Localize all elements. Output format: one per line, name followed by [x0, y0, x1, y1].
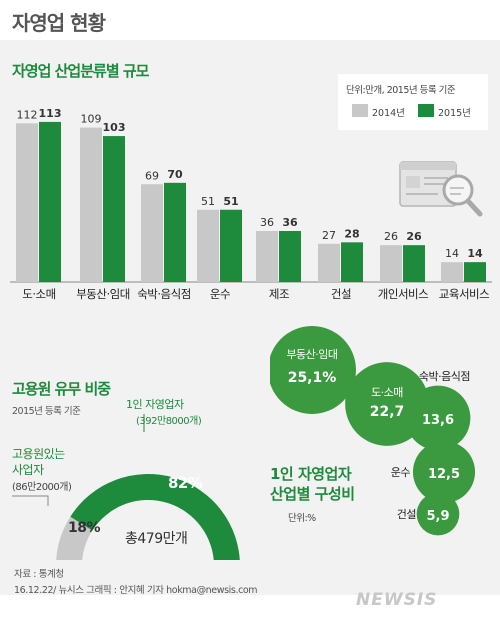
main-title: 자영업 현황 — [12, 11, 106, 35]
bar-value-label: 70 — [167, 168, 183, 181]
bar-value-label: 27 — [322, 229, 336, 242]
bar-value-label: 113 — [39, 107, 62, 120]
bar-2014 — [197, 209, 219, 282]
category-label: 도·소매 — [22, 287, 55, 301]
bar-value-label: 28 — [344, 227, 359, 240]
bar-chart-title: 자영업 산업분류별 규모 — [12, 62, 149, 80]
with-employee-label: 고용원있는 — [12, 447, 65, 461]
document-magnifier-icon — [399, 161, 483, 217]
bar-value-label: 103 — [103, 121, 126, 134]
bar-value-label: 112 — [17, 108, 38, 121]
bubble-value-label: 13,6 — [422, 413, 454, 428]
bar-value-label: 51 — [223, 195, 238, 208]
bubble-category-label: 건설 — [397, 508, 417, 521]
employment-title: 고용원 유무 비중 — [12, 380, 111, 398]
with-employee-count: (86만2000개) — [12, 482, 72, 493]
credit: 16.12.22/ 뉴시스 그래픽 : 안지혜 기자 hokma@newsis.… — [14, 585, 258, 596]
bar-2014 — [256, 231, 278, 282]
bubble-category-label: 숙박·음식점 — [419, 370, 470, 383]
bubble-value-label: 22,7 — [370, 404, 405, 420]
legend-swatch-2015 — [418, 104, 434, 117]
bar-value-label: 109 — [81, 113, 102, 126]
bubble — [412, 440, 476, 504]
bubble-title: 1인 자영업자 — [270, 465, 352, 483]
category-label: 개인서비스 — [378, 287, 428, 301]
legend-swatch-2014 — [352, 104, 368, 117]
donut-chart — [12, 414, 240, 560]
bar-2015 — [220, 209, 242, 282]
legend-label-2014: 2014년 — [372, 108, 405, 119]
donut-segment-no-employee — [70, 474, 240, 560]
bar-2015 — [279, 231, 301, 282]
no-employee-count: (392만8000개) — [136, 416, 202, 427]
bubble — [416, 492, 460, 536]
source: 자료 : 통계청 — [14, 569, 64, 580]
bubble — [270, 326, 356, 414]
bubble-value-label: 25,1% — [288, 370, 337, 386]
unit-label: 단위:만개, 2015년 등록 기준 — [346, 85, 456, 96]
bar-2014 — [141, 184, 163, 282]
bar-2015 — [341, 242, 363, 282]
bubble-title-2: 산업별 구성비 — [270, 485, 355, 503]
employment-subtitle: 2015년 등록 기준 — [12, 406, 81, 417]
bar-value-label: 36 — [282, 216, 298, 229]
bar-2014 — [80, 127, 102, 282]
total-label: 총479만개 — [125, 531, 188, 547]
watermark: NEWSIS — [356, 590, 438, 610]
legend-box — [338, 74, 488, 130]
bar-2015 — [403, 245, 425, 282]
bubble-value-label: 12,5 — [428, 467, 460, 482]
bar-2015 — [164, 182, 186, 282]
bubble-category-label: 도·소매 — [371, 386, 403, 399]
bar-value-label: 51 — [201, 195, 215, 208]
bubble-category-label: 운수 — [391, 466, 411, 479]
bar-2015 — [103, 136, 125, 282]
category-label: 교육서비스 — [439, 287, 489, 301]
category-label: 운수 — [210, 287, 230, 301]
bar-value-label: 26 — [406, 230, 422, 243]
bar-value-label: 14 — [445, 247, 459, 260]
bar-value-label: 14 — [467, 247, 483, 260]
bubble-value-label: 5,9 — [426, 509, 449, 524]
category-label: 부동산·임대 — [76, 287, 130, 301]
bar-2015 — [39, 121, 61, 282]
bubble — [405, 385, 471, 451]
with-employee-label-2: 사업자 — [12, 463, 44, 477]
category-label: 건설 — [331, 287, 351, 301]
bar-2014 — [380, 245, 402, 282]
no-employee-label: 1인 자영업자 — [126, 398, 184, 411]
leader-line-with-employee — [12, 495, 49, 506]
bubble-category-label: 부동산·임대 — [286, 348, 337, 361]
bar-value-label: 26 — [384, 230, 398, 243]
bar-2014 — [441, 262, 463, 282]
bar-2014 — [318, 243, 340, 282]
pct-no-employee: 82% — [168, 474, 203, 492]
legend-label-2015: 2015년 — [438, 108, 471, 119]
bubble-unit: 단위:% — [288, 513, 316, 524]
bar-2015 — [464, 262, 486, 282]
bar-value-label: 36 — [260, 216, 274, 229]
bubble-chart: 부동산·임대 25,1% 도·소매 22,7 숙박·음식점 13,6 운수 12,5 건설 5,9 — [270, 326, 476, 536]
donut-segment-with-employee — [56, 516, 93, 560]
category-label: 숙박·음식점 — [137, 287, 191, 301]
header: 자영업 현황 — [0, 0, 500, 40]
category-label: 제조 — [269, 287, 289, 301]
pct-with-employee: 18% — [68, 520, 101, 536]
bar-2014 — [16, 123, 38, 282]
bar-value-label: 69 — [145, 169, 159, 182]
